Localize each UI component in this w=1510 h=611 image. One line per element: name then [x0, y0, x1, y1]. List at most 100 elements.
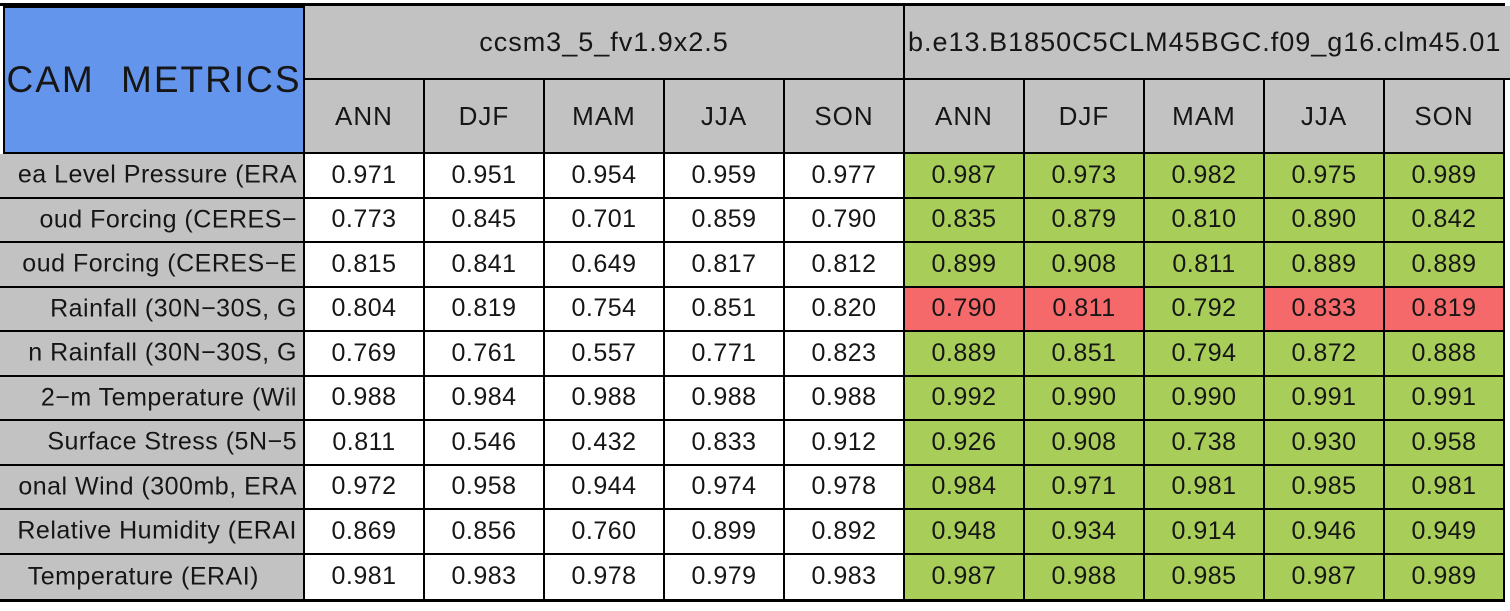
metric-value-cell-model1: 0.981 — [305, 554, 425, 599]
table-row: oud Forcing (CERES− 0.773 0.845 0.701 0.859 0… — [0, 198, 1505, 243]
metric-value-cell-model1: 0.811 — [305, 421, 425, 466]
metric-value-cell-model2: 0.930 — [1265, 421, 1385, 466]
table-row: Rainfall (30N−30S, G 0.804 0.819 0.754 0.851… — [0, 287, 1505, 332]
metric-value-cell-model1: 0.954 — [545, 154, 665, 199]
table-row: Surface Stress (5N−5 0.811 0.546 0.432 0.833… — [0, 421, 1505, 466]
metric-value-cell-model2: 0.872 — [1265, 332, 1385, 377]
season-header-model1-son: SON — [785, 80, 905, 154]
metric-value-cell-model1: 0.761 — [425, 332, 545, 377]
metric-value-cell-model1: 0.988 — [785, 376, 905, 421]
metric-value-cell-model1: 0.899 — [665, 510, 785, 555]
table-row: Relative Humidity (ERAI 0.869 0.856 0.760 0.… — [0, 510, 1505, 555]
metric-value-cell-model2: 0.973 — [1025, 154, 1145, 199]
metric-value-cell-model1: 0.833 — [665, 421, 785, 466]
metric-value-cell-model1: 0.845 — [425, 198, 545, 243]
model1-header: ccsm3_5_fv1.9x2.5 — [305, 6, 905, 80]
row-label: ea Level Pressure (ERA — [17, 160, 297, 189]
metric-value-cell-model2: 0.790 — [905, 287, 1025, 332]
metric-value-cell-model1: 0.979 — [665, 554, 785, 599]
metric-value-cell-model1: 0.869 — [305, 510, 425, 555]
table-row: oud Forcing (CERES−E 0.815 0.841 0.649 0.817… — [0, 243, 1505, 288]
metric-value-cell-model2: 0.811 — [1025, 287, 1145, 332]
row-label: onal Wind (300mb, ERA — [18, 472, 297, 501]
metric-value-cell-model2: 0.889 — [1385, 243, 1505, 288]
season-header-model2-jja: JJA — [1265, 80, 1385, 154]
row-label: Surface Stress (5N−5 — [47, 427, 297, 456]
metric-value-cell-model2: 0.975 — [1265, 154, 1385, 199]
metric-value-cell-model1: 0.977 — [785, 154, 905, 199]
row-label-cell: oud Forcing (CERES−E — [0, 243, 305, 288]
metric-value-cell-model2: 0.794 — [1145, 332, 1265, 377]
metric-value-cell-model1: 0.815 — [305, 243, 425, 288]
metric-value-cell-model2: 0.991 — [1385, 376, 1505, 421]
season-header-model1-mam: MAM — [545, 80, 665, 154]
metric-value-cell-model1: 0.649 — [545, 243, 665, 288]
metric-value-cell-model1: 0.978 — [545, 554, 665, 599]
row-label-cell: ea Level Pressure (ERA — [0, 154, 305, 199]
metric-value-cell-model1: 0.978 — [785, 465, 905, 510]
row-label-cell: Rainfall (30N−30S, G — [0, 287, 305, 332]
metric-value-cell-model1: 0.557 — [545, 332, 665, 377]
table-row: 2−m Temperature (Wil 0.988 0.984 0.988 0.988… — [0, 376, 1505, 421]
table-row: n Rainfall (30N−30S, G 0.769 0.761 0.557 0.7… — [0, 332, 1505, 377]
metric-value-cell-model2: 0.792 — [1145, 287, 1265, 332]
metric-value-cell-model2: 0.810 — [1145, 198, 1265, 243]
model1-name: ccsm3_5_fv1.9x2.5 — [479, 26, 729, 57]
metric-value-cell-model1: 0.760 — [545, 510, 665, 555]
table-row: onal Wind (300mb, ERA 0.972 0.958 0.944 0.97… — [0, 465, 1505, 510]
metric-value-cell-model1: 0.820 — [785, 287, 905, 332]
metric-value-cell-model1: 0.988 — [305, 376, 425, 421]
metric-value-cell-model2: 0.926 — [905, 421, 1025, 466]
row-label: oud Forcing (CERES−E — [22, 249, 297, 278]
metric-value-cell-model2: 0.987 — [1265, 554, 1385, 599]
metric-value-cell-model1: 0.951 — [425, 154, 545, 199]
metric-value-cell-model1: 0.773 — [305, 198, 425, 243]
row-label-cell: Surface Stress (5N−5 — [0, 421, 305, 466]
table-title-cell: CAM METRICS — [0, 6, 305, 154]
model2-name: b.e13.B1850C5CLM45BGC.f09_g16.clm45.01 — [908, 26, 1502, 57]
metric-value-cell-model1: 0.859 — [665, 198, 785, 243]
season-header-model1-djf: DJF — [425, 80, 545, 154]
metric-value-cell-model1: 0.944 — [545, 465, 665, 510]
metric-value-cell-model1: 0.912 — [785, 421, 905, 466]
metric-value-cell-model1: 0.546 — [425, 421, 545, 466]
table-header: CAM METRICS ccsm3_5_fv1.9x2.5 b.e13.B185… — [0, 6, 1510, 154]
metric-value-cell-model2: 0.833 — [1265, 287, 1385, 332]
metric-value-cell-model2: 0.888 — [1385, 332, 1505, 377]
table-title-box: CAM METRICS — [3, 6, 305, 154]
season-header-model1-jja: JJA — [665, 80, 785, 154]
metric-value-cell-model2: 0.946 — [1265, 510, 1385, 555]
metric-value-cell-model2: 0.879 — [1025, 198, 1145, 243]
metric-value-cell-model2: 0.990 — [1145, 376, 1265, 421]
metric-value-cell-model2: 0.958 — [1385, 421, 1505, 466]
model2-header: b.e13.B1850C5CLM45BGC.f09_g16.clm45.01 — [905, 6, 1510, 80]
metric-value-cell-model2: 0.949 — [1385, 510, 1505, 555]
metric-value-cell-model1: 0.804 — [305, 287, 425, 332]
season-header-model2-son: SON — [1385, 80, 1505, 154]
table-row: ea Level Pressure (ERA 0.971 0.951 0.954 0.9… — [0, 154, 1505, 199]
metric-value-cell-model1: 0.817 — [665, 243, 785, 288]
metric-value-cell-model2: 0.991 — [1265, 376, 1385, 421]
row-label: n Rainfall (30N−30S, G — [28, 338, 297, 367]
metric-value-cell-model2: 0.851 — [1025, 332, 1145, 377]
row-label: Temperature (ERAI) — [27, 562, 259, 591]
metric-value-cell-model2: 0.987 — [905, 154, 1025, 199]
metric-value-cell-model2: 0.989 — [1385, 154, 1505, 199]
metric-value-cell-model1: 0.790 — [785, 198, 905, 243]
row-label-cell: Relative Humidity (ERAI — [0, 510, 305, 555]
metric-value-cell-model1: 0.974 — [665, 465, 785, 510]
metric-value-cell-model1: 0.851 — [665, 287, 785, 332]
metric-value-cell-model2: 0.985 — [1265, 465, 1385, 510]
metric-value-cell-model2: 0.987 — [905, 554, 1025, 599]
metric-value-cell-model1: 0.984 — [425, 376, 545, 421]
row-label: Relative Humidity (ERAI — [17, 516, 297, 545]
metric-value-cell-model2: 0.899 — [905, 243, 1025, 288]
row-label-cell: Temperature (ERAI) — [0, 554, 305, 599]
metric-value-cell-model1: 0.701 — [545, 198, 665, 243]
metrics-grid: CAM METRICS ccsm3_5_fv1.9x2.5 b.e13.B185… — [0, 3, 1510, 602]
table-title: CAM METRICS — [6, 59, 302, 100]
metric-value-cell-model1: 0.892 — [785, 510, 905, 555]
row-label-cell: n Rainfall (30N−30S, G — [0, 332, 305, 377]
metric-value-cell-model2: 0.985 — [1145, 554, 1265, 599]
metric-value-cell-model2: 0.842 — [1385, 198, 1505, 243]
